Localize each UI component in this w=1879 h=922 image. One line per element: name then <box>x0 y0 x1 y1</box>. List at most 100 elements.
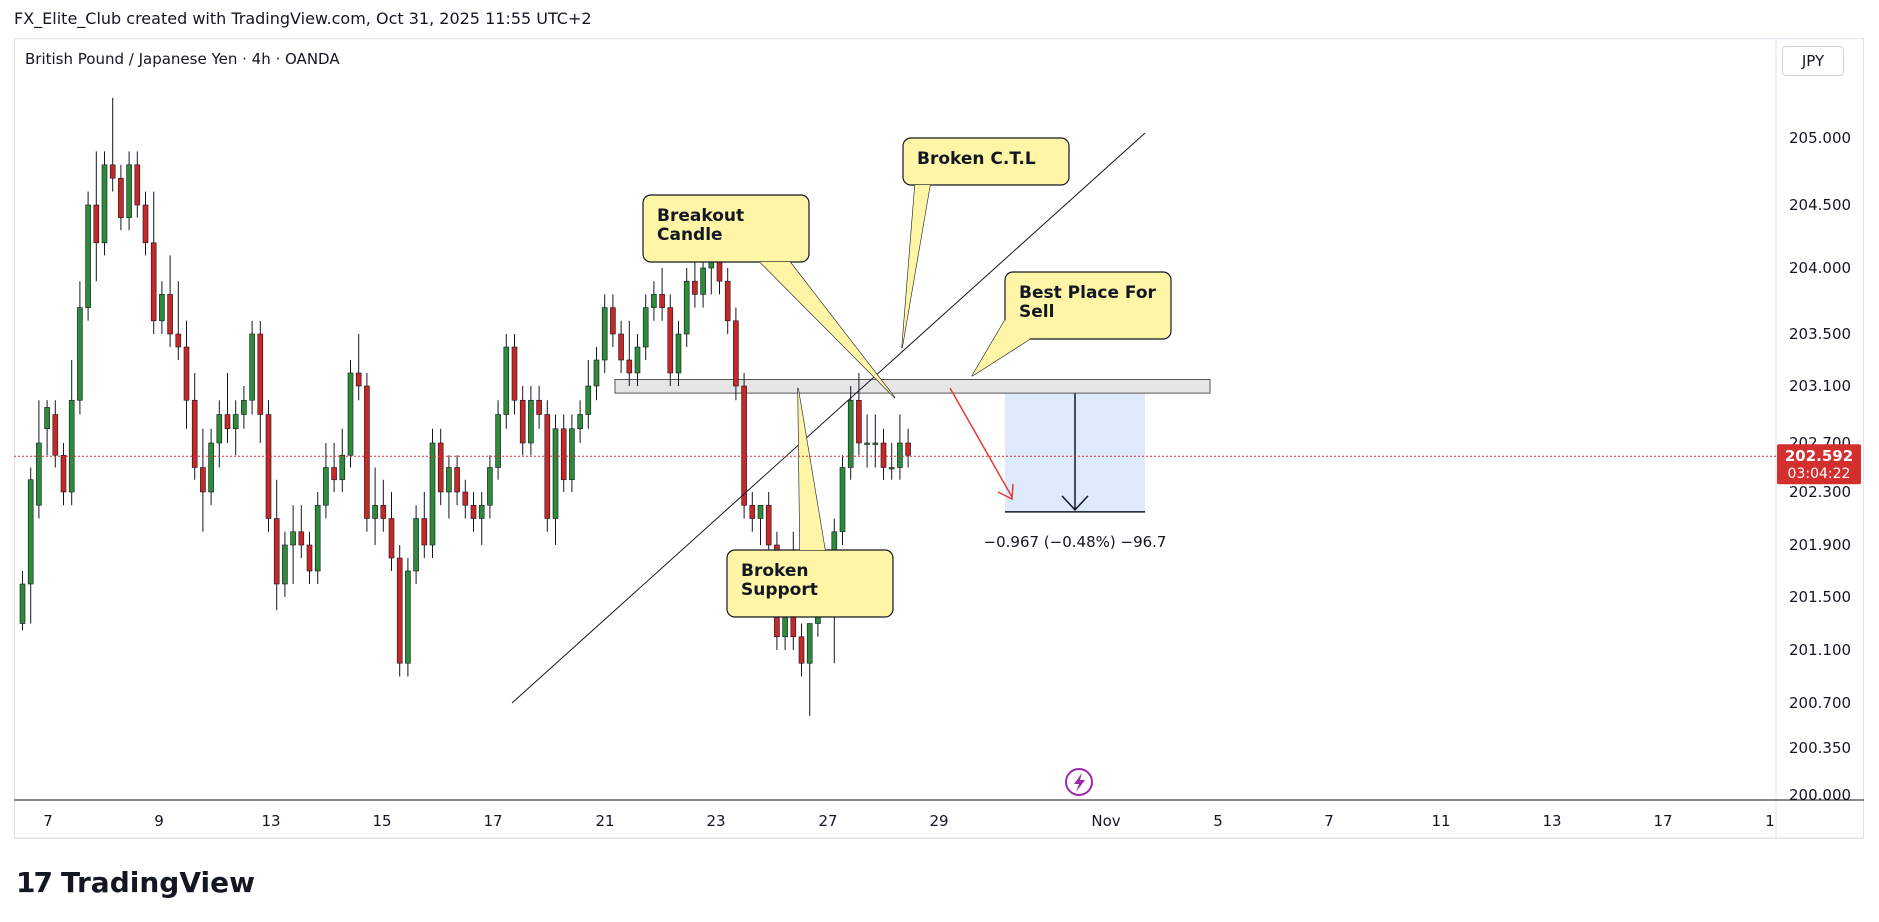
bullish-candle <box>569 414 575 492</box>
bearish-candle <box>880 428 887 480</box>
bullish-candle <box>290 505 296 584</box>
price-tick-label: 203.100 <box>1789 377 1851 395</box>
lightning-icon[interactable] <box>1065 768 1093 796</box>
bearish-candle <box>331 443 337 492</box>
time-tick-label: 9 <box>154 812 164 830</box>
candle-body <box>150 242 157 322</box>
candle-body <box>626 359 633 374</box>
candle-body <box>101 164 108 244</box>
candle-body <box>405 570 411 664</box>
candle-body <box>421 518 428 546</box>
bullish-candle <box>888 443 895 480</box>
bearish-candle <box>470 492 477 532</box>
bullish-candle <box>487 455 493 519</box>
candle-body <box>380 504 387 519</box>
candle-body <box>437 442 444 493</box>
candle-body <box>167 294 173 335</box>
candle-body <box>208 442 214 493</box>
candle-body <box>175 333 182 348</box>
bearish-candle <box>118 164 124 231</box>
candle-body <box>528 399 534 444</box>
bullish-candle <box>208 428 214 506</box>
trend-line <box>511 132 1146 704</box>
candle-body <box>257 333 264 415</box>
tradingview-logo[interactable]: 17 TradingView <box>16 866 255 899</box>
time-tick-label: Nov <box>1091 812 1120 830</box>
bearish-candle <box>388 492 395 571</box>
candle-body <box>610 307 616 335</box>
price-tick-label: 204.000 <box>1789 259 1851 277</box>
candle-body <box>323 467 329 506</box>
bearish-candle <box>659 268 665 321</box>
candle-body <box>77 307 83 401</box>
bullish-candle <box>675 320 682 386</box>
bullish-candle <box>757 504 764 545</box>
bullish-candle <box>585 360 592 429</box>
candle-body <box>364 385 370 519</box>
time-tick-label: 7 <box>1324 812 1334 830</box>
candle-body <box>806 623 813 664</box>
bullish-candle <box>806 623 813 716</box>
bullish-candle <box>552 414 559 545</box>
breakout-candle-callout-text: Breakout <box>657 206 744 226</box>
bullish-candle <box>36 400 42 519</box>
bullish-candle <box>429 428 436 558</box>
bullish-candle <box>241 386 247 429</box>
candle-body <box>872 442 879 445</box>
price-tick-label: 200.350 <box>1789 739 1851 757</box>
bullish-candle <box>101 151 108 256</box>
bearish-candle <box>396 545 403 677</box>
bearish-candle <box>519 386 526 456</box>
candle-body <box>569 428 575 481</box>
bearish-candle <box>724 268 731 334</box>
bullish-candle <box>897 414 903 480</box>
price-tick-label: 205.000 <box>1789 129 1851 147</box>
range-arrow-head <box>1061 495 1089 511</box>
tradingview-logo-icon: 17 <box>16 866 53 899</box>
bullish-candle <box>478 492 485 545</box>
candle-body <box>355 372 362 387</box>
bullish-candle <box>413 505 419 584</box>
price-tick-label: 201.500 <box>1789 588 1851 606</box>
bearish-candle <box>798 623 805 677</box>
bearish-candle <box>749 492 756 532</box>
bearish-candle <box>437 428 444 506</box>
bearish-candle <box>109 97 116 192</box>
bar-countdown: 03:04:22 <box>1788 466 1851 482</box>
candle-body <box>273 518 280 585</box>
time-tick-label: 1 <box>1765 812 1775 830</box>
candle-body <box>741 385 747 506</box>
candle-body <box>749 504 756 519</box>
candle-body <box>839 467 846 533</box>
bullish-candle <box>232 400 239 456</box>
candle-body <box>93 204 100 244</box>
broken-ctl-callout-pointer-fill <box>902 185 930 348</box>
candle-body <box>798 636 805 664</box>
candle-body <box>593 359 600 387</box>
candle-body <box>85 204 91 308</box>
candle-body <box>700 267 706 295</box>
candle-body <box>52 414 59 456</box>
price-tick-label: 204.500 <box>1789 196 1851 214</box>
bullish-candle <box>372 467 378 545</box>
time-tick-label: 21 <box>595 812 614 830</box>
candle-body <box>446 467 452 493</box>
candle-body <box>388 518 395 559</box>
currency-button[interactable]: JPY <box>1782 46 1844 76</box>
candle-body <box>347 372 354 456</box>
time-tick-label: 13 <box>1542 812 1561 830</box>
bearish-candle <box>93 151 100 282</box>
bearish-candle <box>200 428 206 532</box>
best-place-sell-callout-pointer-fill <box>972 320 1030 376</box>
candle-body <box>560 428 567 481</box>
bearish-candle <box>511 334 518 415</box>
bearish-candle <box>421 492 428 558</box>
bearish-candle <box>183 320 190 429</box>
candle-body <box>601 307 608 361</box>
range-measure-label: −0.967 (−0.48%) −96.7 <box>984 533 1167 551</box>
bullish-candle <box>68 360 75 506</box>
candle-body <box>183 346 190 401</box>
time-tick-label: 23 <box>706 812 725 830</box>
